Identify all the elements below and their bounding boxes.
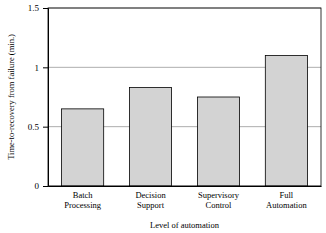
y-tick: 1: [35, 63, 49, 73]
x-tick: SupervisoryControl: [198, 186, 240, 210]
grid: [48, 8, 321, 186]
plot: 00.511.5BatchProcessingDecisionSupportSu…: [28, 3, 322, 209]
chart: 00.511.5BatchProcessingDecisionSupportSu…: [0, 0, 326, 233]
bars: [62, 55, 308, 186]
y-tick-mark: [43, 8, 48, 9]
x-tick-label-line: Automation: [266, 200, 307, 210]
x-tick-label-line: Decision: [135, 190, 166, 200]
x-tick-label-line: Supervisory: [198, 190, 240, 200]
x-tick-label-line: Processing: [64, 200, 102, 210]
x-tick-label: BatchProcessing: [64, 190, 102, 210]
bar: [62, 109, 104, 186]
y-axis-line: [43, 9, 49, 187]
x-tick: DecisionSupport: [135, 186, 166, 210]
x-tick-label-line: Support: [137, 200, 165, 210]
x-tick-label: DecisionSupport: [135, 190, 166, 210]
x-tick-label: SupervisoryControl: [198, 190, 240, 210]
y-tick-label: 0: [35, 181, 40, 191]
y-tick-label: 1: [35, 63, 40, 73]
y-tick: 0: [35, 181, 49, 191]
y-tick-label: 0.5: [28, 122, 40, 132]
bar: [265, 55, 307, 186]
x-axis-line: [49, 186, 322, 187]
y-tick-mark: [43, 67, 48, 68]
y-tick-mark: [43, 186, 48, 187]
y-axis-title: Time-to-recovery from failure (min.): [6, 34, 16, 160]
x-axis: BatchProcessing DecisionSupport Supervisor…: [49, 186, 322, 210]
x-axis-title: Level of automation: [150, 220, 220, 230]
y-axis: 0 0.5 1 1.5: [28, 3, 49, 191]
y-tick: 1.5: [28, 3, 48, 13]
x-tick-label-line: Batch: [73, 190, 94, 200]
y-tick-mark: [43, 127, 48, 128]
y-tick: 0.5: [28, 122, 48, 132]
x-tick-label: FullAutomation: [266, 190, 307, 210]
x-tick-label-line: Control: [205, 200, 232, 210]
bar: [129, 88, 171, 186]
bar: [197, 97, 239, 186]
x-tick-label-line: Full: [280, 190, 294, 200]
x-tick: FullAutomation: [266, 186, 307, 210]
plot-frame: [48, 8, 321, 186]
y-tick-label: 1.5: [28, 3, 40, 13]
x-tick: BatchProcessing: [64, 186, 102, 210]
